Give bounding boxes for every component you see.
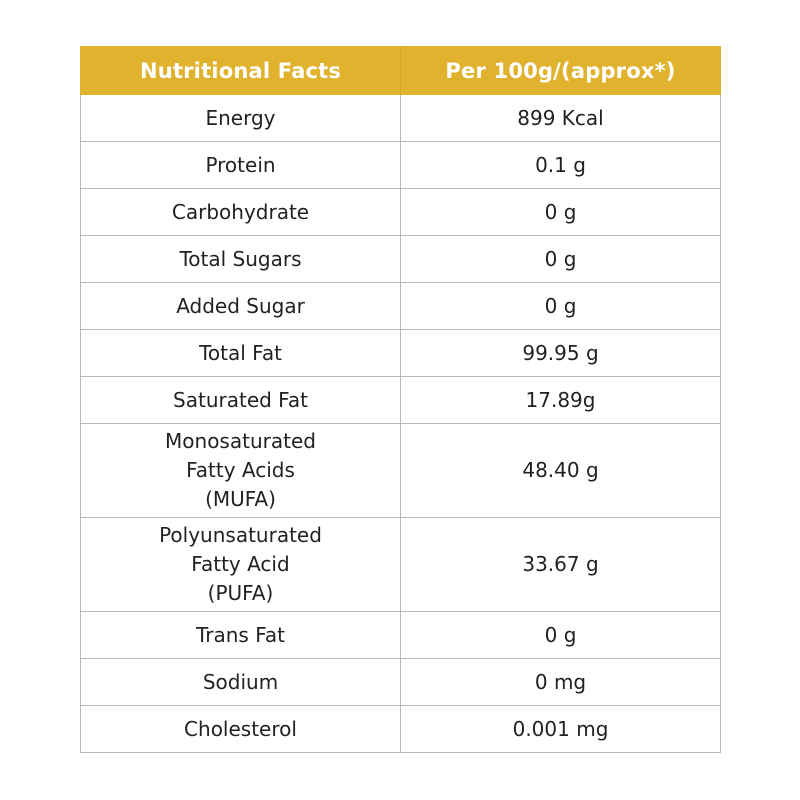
nutrition-facts-table: Nutritional Facts Per 100g/(approx*) Ene… xyxy=(80,46,721,753)
nutrition-facts-table-container: Nutritional Facts Per 100g/(approx*) Ene… xyxy=(80,46,721,753)
nutrient-name: Total Fat xyxy=(80,329,401,377)
nutrient-name: Protein xyxy=(80,141,401,189)
nutrient-value: 0 g xyxy=(400,235,721,283)
nutrient-value: 899 Kcal xyxy=(400,94,721,142)
nutrient-value: 99.95 g xyxy=(400,329,721,377)
table-row-trans-fat: Trans Fat 0 g xyxy=(80,611,721,659)
nutrient-name-line: Fatty Acids xyxy=(186,458,295,482)
nutrient-value: 0 g xyxy=(400,611,721,659)
nutrient-name: Monosaturated Fatty Acids (MUFA) xyxy=(80,423,401,518)
nutrient-value: 33.67 g xyxy=(400,517,721,612)
table-row-total-sugars: Total Sugars 0 g xyxy=(80,235,721,283)
table-row-protein: Protein 0.1 g xyxy=(80,141,721,189)
nutrient-value: 0 g xyxy=(400,282,721,330)
nutrient-name: Sodium xyxy=(80,658,401,706)
table-row-added-sugar: Added Sugar 0 g xyxy=(80,282,721,330)
nutrient-value: 0 mg xyxy=(400,658,721,706)
table-row-mufa: Monosaturated Fatty Acids (MUFA) 48.40 g xyxy=(80,423,721,518)
table-row-carbohydrate: Carbohydrate 0 g xyxy=(80,188,721,236)
nutrient-value: 0.001 mg xyxy=(400,705,721,753)
table-row-saturated-fat: Saturated Fat 17.89g xyxy=(80,376,721,424)
header-nutritional-facts: Nutritional Facts xyxy=(80,46,401,95)
table-row-total-fat: Total Fat 99.95 g xyxy=(80,329,721,377)
nutrient-value: 0 g xyxy=(400,188,721,236)
nutrient-value: 0.1 g xyxy=(400,141,721,189)
nutrient-name: Trans Fat xyxy=(80,611,401,659)
nutrient-name: Added Sugar xyxy=(80,282,401,330)
nutrient-name: Carbohydrate xyxy=(80,188,401,236)
table-row-energy: Energy 899 Kcal xyxy=(80,94,721,142)
nutrient-name: Total Sugars xyxy=(80,235,401,283)
nutrient-value: 17.89g xyxy=(400,376,721,424)
nutrient-name: Cholesterol xyxy=(80,705,401,753)
table-header-row: Nutritional Facts Per 100g/(approx*) xyxy=(80,46,721,95)
table-row-pufa: Polyunsaturated Fatty Acid (PUFA) 33.67 … xyxy=(80,517,721,612)
nutrient-name-line: (PUFA) xyxy=(207,581,274,605)
nutrient-name: Energy xyxy=(80,94,401,142)
header-per-100g: Per 100g/(approx*) xyxy=(400,46,721,95)
nutrient-name: Polyunsaturated Fatty Acid (PUFA) xyxy=(80,517,401,612)
nutrient-name-line: Polyunsaturated xyxy=(159,523,322,547)
nutrient-value: 48.40 g xyxy=(400,423,721,518)
nutrient-name-line: Fatty Acid xyxy=(191,552,290,576)
table-row-sodium: Sodium 0 mg xyxy=(80,658,721,706)
nutrient-name: Saturated Fat xyxy=(80,376,401,424)
nutrient-name-line: (MUFA) xyxy=(205,487,276,511)
table-row-cholesterol: Cholesterol 0.001 mg xyxy=(80,705,721,753)
nutrient-name-line: Monosaturated xyxy=(165,429,316,453)
